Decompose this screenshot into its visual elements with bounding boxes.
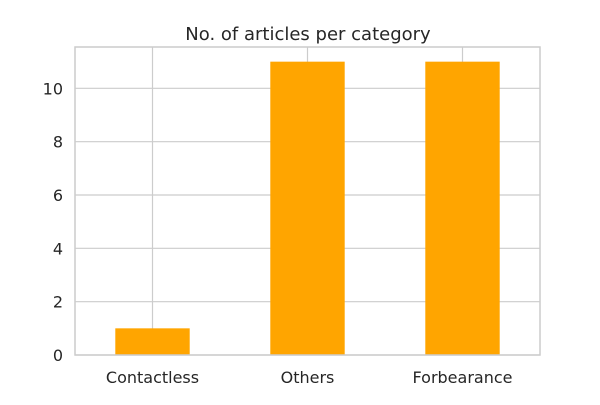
x-tick-label: Forbearance: [413, 368, 513, 387]
chart-title: No. of articles per category: [185, 24, 431, 45]
x-tick-labels: Contactless Others Forbearance: [106, 368, 513, 387]
y-tick-label: 4: [53, 239, 63, 258]
y-tick-label: 6: [53, 186, 63, 205]
y-tick-label: 2: [53, 293, 63, 312]
y-tick-label: 10: [43, 79, 63, 98]
bar-forbearance: [425, 61, 500, 356]
bar-others: [270, 61, 345, 356]
bar-contactless: [115, 328, 190, 355]
x-tick-label: Contactless: [106, 368, 199, 387]
bars: [115, 61, 500, 356]
y-tick-label: 0: [53, 346, 63, 365]
x-tick-label: Others: [281, 368, 335, 387]
y-tick-label: 8: [53, 133, 63, 152]
plot-frame: [74, 46, 541, 356]
y-tick-labels: 0 2 4 6 8 10: [43, 79, 63, 365]
